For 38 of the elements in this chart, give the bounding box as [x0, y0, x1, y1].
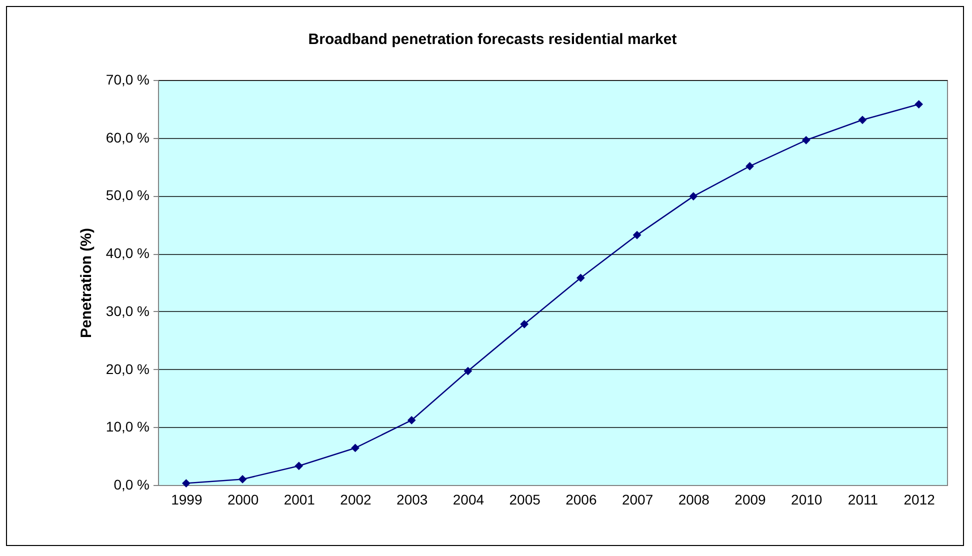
- x-tick-label: 2012: [904, 492, 936, 508]
- y-tick-label: 70,0 %: [106, 72, 150, 88]
- x-tick-label: 2003: [396, 492, 428, 508]
- point: [632, 230, 642, 240]
- point: [576, 274, 585, 282]
- x-tick-label: 2007: [622, 492, 654, 508]
- chart-title: Broadband penetration forecasts residential market: [308, 31, 677, 48]
- point: [520, 320, 529, 328]
- point: [746, 162, 754, 170]
- x-tick-label: 2002: [340, 492, 372, 508]
- x-tick-label: 2008: [678, 492, 710, 508]
- y-tick-label: 40,0 %: [106, 245, 150, 262]
- x-tick-label: 1999: [171, 492, 202, 508]
- point: [182, 479, 190, 488]
- y-tick-label: 0,0 %: [114, 476, 150, 492]
- x-tick-label: 2011: [848, 492, 878, 508]
- x-tick-label: 2001: [284, 492, 316, 508]
- y-tick-label: 60,0 %: [106, 129, 150, 146]
- point: [858, 116, 867, 124]
- x-tick-label: 2000: [227, 492, 259, 508]
- point: [914, 100, 924, 108]
- point: [294, 462, 304, 470]
- x-tick-label: 2006: [566, 492, 597, 508]
- point: [802, 136, 810, 144]
- point: [464, 366, 472, 376]
- y-tick-label: 20,0 %: [106, 360, 150, 377]
- point: [689, 192, 698, 200]
- x-tick-label: 2009: [734, 492, 766, 508]
- x-tick-label: 2004: [452, 492, 484, 508]
- y-axis-title: Penetration (%): [78, 228, 95, 338]
- point: [351, 444, 360, 452]
- y-tick-label: 50,0 %: [106, 187, 150, 204]
- point: [238, 475, 247, 484]
- x-tick-label: 2010: [791, 492, 822, 508]
- point: [407, 416, 416, 424]
- y-tick-label: 30,0 %: [106, 302, 150, 319]
- x-tick-label: 2005: [509, 492, 541, 508]
- y-tick-label: 10,0 %: [106, 418, 150, 435]
